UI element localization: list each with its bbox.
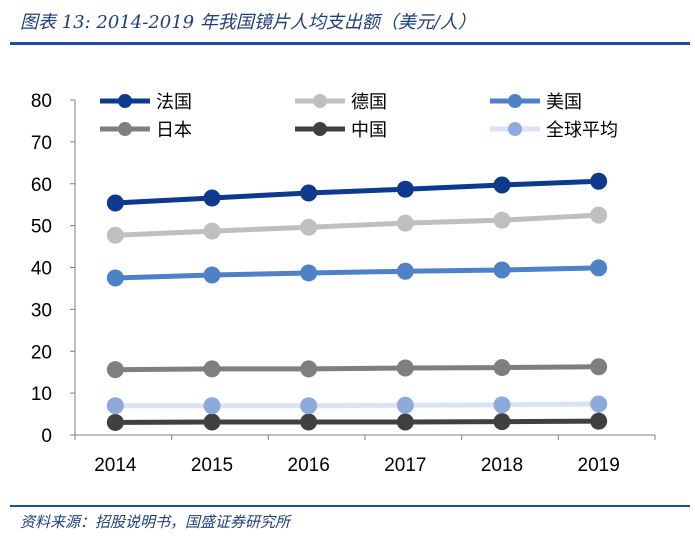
- data-point: [203, 360, 221, 378]
- data-point: [300, 360, 318, 378]
- x-tick-label: 2014: [94, 455, 137, 476]
- data-point: [590, 259, 608, 277]
- y-tick-label: 80: [31, 91, 52, 112]
- y-tick-label: 60: [31, 175, 52, 196]
- data-point: [590, 358, 608, 376]
- legend-label: 日本: [156, 120, 192, 140]
- data-point: [493, 359, 511, 377]
- legend-label: 中国: [351, 120, 387, 140]
- y-tick-label: 0: [41, 426, 52, 447]
- data-point: [396, 413, 414, 431]
- data-point: [493, 396, 511, 414]
- data-point: [590, 172, 608, 190]
- legend-marker: [508, 94, 522, 108]
- data-point: [590, 395, 608, 413]
- x-tick-label: 2019: [578, 455, 620, 476]
- data-point: [203, 189, 221, 207]
- legend-marker: [313, 122, 327, 136]
- series-line-2: [115, 212, 599, 238]
- source-note: 资料来源：招股说明书，国盛证券研究所: [20, 513, 291, 531]
- data-point: [106, 361, 124, 379]
- data-point: [300, 184, 318, 202]
- data-point: [493, 261, 511, 279]
- x-tick-label: 2015: [191, 455, 233, 476]
- data-point: [106, 194, 124, 212]
- series-line-1: [115, 178, 599, 206]
- y-tick-label: 40: [31, 259, 52, 280]
- data-point: [106, 269, 124, 287]
- series-line-5: [115, 418, 599, 425]
- data-point: [203, 222, 221, 240]
- data-point: [493, 176, 511, 194]
- title-divider: [10, 42, 690, 45]
- data-point: [203, 266, 221, 284]
- figure-title: 图表 13: 2014-2019 年我国镜片人均支出额（美元/人）: [20, 12, 476, 33]
- data-point: [300, 218, 318, 236]
- data-point: [396, 180, 414, 198]
- data-point: [590, 412, 608, 430]
- series-line-3: [115, 265, 599, 281]
- legend-marker: [313, 94, 327, 108]
- y-tick-label: 30: [31, 300, 52, 321]
- y-tick-label: 20: [31, 342, 52, 363]
- source-divider: [10, 505, 690, 507]
- legend-marker: [508, 122, 522, 136]
- y-tick-label: 70: [31, 133, 52, 154]
- data-point: [396, 262, 414, 280]
- data-point: [203, 397, 221, 415]
- legend-marker: [118, 94, 132, 108]
- x-tick-label: 2018: [481, 455, 523, 476]
- data-point: [203, 413, 221, 431]
- x-tick-label: 2017: [384, 455, 426, 476]
- data-point: [396, 396, 414, 414]
- data-point: [106, 226, 124, 244]
- series-line-4: [115, 364, 599, 373]
- y-tick-label: 10: [31, 384, 52, 405]
- data-point: [300, 397, 318, 415]
- x-tick-label: 2016: [288, 455, 330, 476]
- data-point: [106, 413, 124, 431]
- legend-label: 全球平均: [546, 120, 618, 140]
- data-point: [396, 359, 414, 377]
- data-point: [300, 264, 318, 282]
- legend-label: 德国: [351, 92, 387, 112]
- data-point: [493, 211, 511, 229]
- data-point: [106, 397, 124, 415]
- data-point: [300, 413, 318, 431]
- data-point: [493, 413, 511, 431]
- legend-marker: [118, 122, 132, 136]
- data-point: [590, 206, 608, 224]
- legend-label: 美国: [546, 92, 582, 112]
- y-tick-label: 50: [31, 217, 52, 238]
- series-line-6: [115, 401, 599, 409]
- data-point: [396, 214, 414, 232]
- legend-label: 法国: [156, 92, 192, 112]
